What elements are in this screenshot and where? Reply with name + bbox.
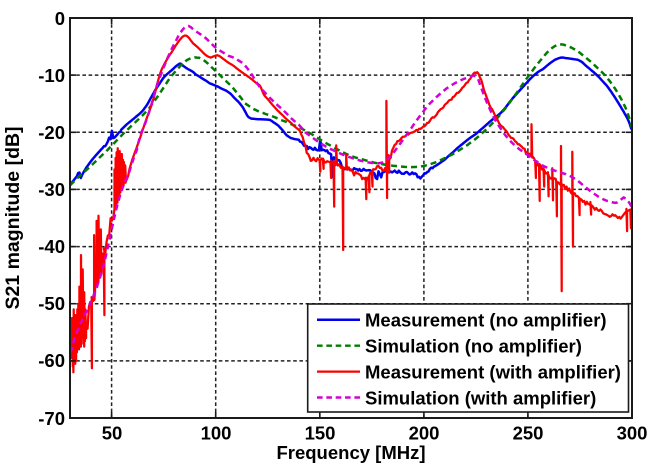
svg-text:Simulation (with amplifier): Simulation (with amplifier) [365,387,596,408]
svg-text:-10: -10 [38,65,65,86]
svg-text:-30: -30 [38,179,65,200]
svg-text:150: 150 [305,423,336,444]
svg-text:300: 300 [617,423,648,444]
svg-text:-20: -20 [38,122,65,143]
svg-text:50: 50 [102,423,123,444]
svg-text:200: 200 [409,423,440,444]
svg-text:S21 magnitude [dB]: S21 magnitude [dB] [2,126,24,309]
svg-text:Simulation (no amplifier): Simulation (no amplifier) [365,336,582,357]
svg-text:Measurement (no amplifier): Measurement (no amplifier) [365,310,607,331]
svg-text:-50: -50 [38,293,65,314]
svg-text:0: 0 [55,8,65,29]
svg-text:-70: -70 [38,408,65,429]
svg-text:Frequency [MHz]: Frequency [MHz] [276,442,425,463]
svg-text:250: 250 [513,423,544,444]
svg-text:Measurement (with amplifier): Measurement (with amplifier) [365,361,621,382]
svg-text:100: 100 [201,423,232,444]
svg-text:-40: -40 [38,236,65,257]
svg-text:-60: -60 [38,350,65,371]
